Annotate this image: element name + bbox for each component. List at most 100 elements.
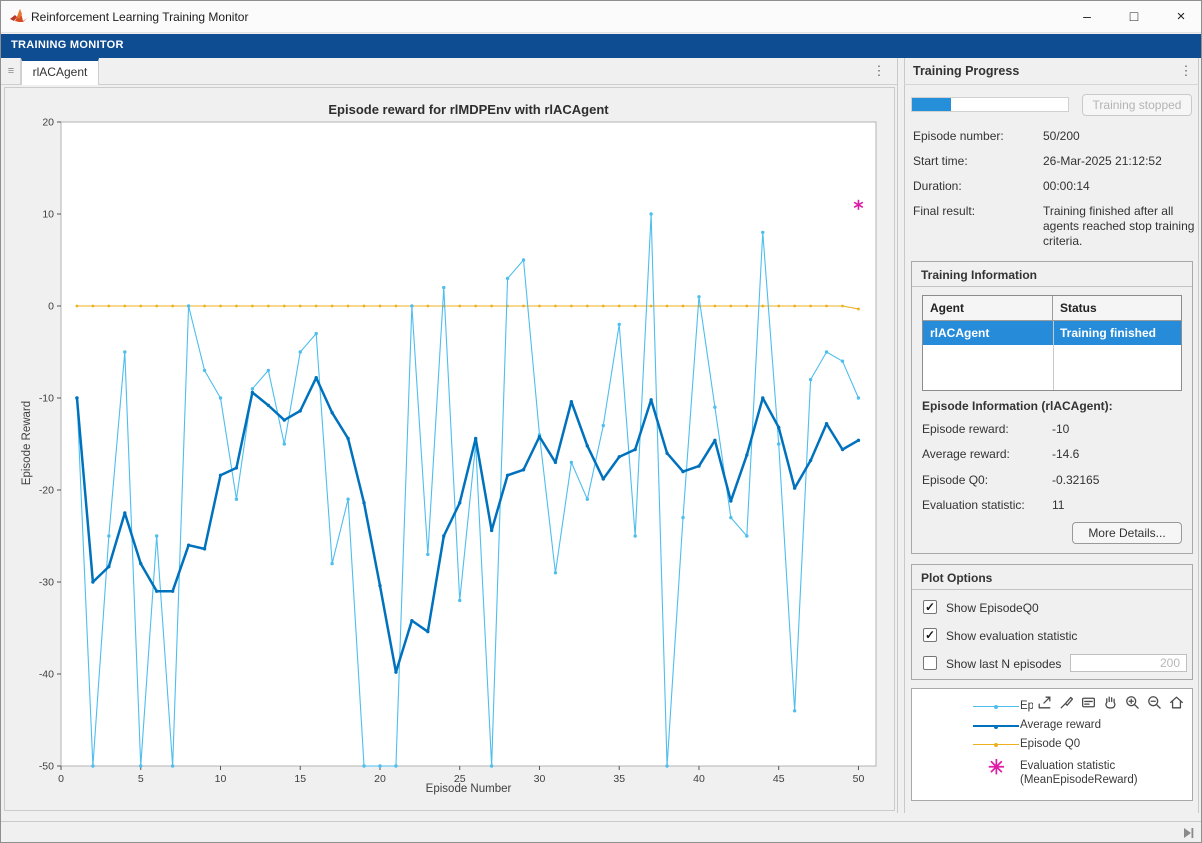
data-marker xyxy=(235,466,238,469)
data-marker xyxy=(299,350,302,353)
data-marker xyxy=(299,409,302,412)
data-marker xyxy=(490,305,493,308)
zoom-in-icon[interactable] xyxy=(1123,693,1142,712)
right-panel-header: Training Progress ⋮ xyxy=(904,58,1199,85)
data-marker xyxy=(330,411,333,414)
datatips-icon[interactable] xyxy=(1079,693,1098,712)
data-marker xyxy=(107,534,110,537)
zoom-out-icon[interactable] xyxy=(1145,693,1164,712)
close-button[interactable]: × xyxy=(1158,1,1202,32)
export-icon[interactable] xyxy=(1035,693,1054,712)
data-marker xyxy=(203,547,206,550)
y-tick-label: -20 xyxy=(39,485,54,497)
data-marker xyxy=(554,571,557,574)
data-marker xyxy=(490,764,493,767)
data-marker xyxy=(570,400,573,403)
checkbox-label: Show evaluation statistic xyxy=(946,629,1077,643)
x-axis-label: Episode Number xyxy=(61,783,876,795)
data-marker xyxy=(187,304,190,307)
data-marker xyxy=(251,391,254,394)
training-stopped-button: Training stopped xyxy=(1082,94,1192,116)
data-marker xyxy=(123,350,126,353)
data-marker xyxy=(363,305,366,308)
data-marker xyxy=(91,764,94,767)
expand-right-icon[interactable] xyxy=(1181,826,1195,840)
data-marker xyxy=(139,305,142,308)
legend-asterisk-marker: ✳ xyxy=(988,761,1005,775)
status-column-header: Status xyxy=(1053,296,1097,320)
y-tick-label: -40 xyxy=(39,669,54,681)
data-marker xyxy=(379,305,382,308)
data-marker xyxy=(777,426,780,429)
data-marker xyxy=(633,534,636,537)
checkbox-show-episodeq0[interactable]: ✓ xyxy=(923,600,937,614)
status-cell: Training finished xyxy=(1053,321,1156,345)
data-marker xyxy=(171,305,174,308)
checkbox-show-evaluation-statistic[interactable]: ✓ xyxy=(923,628,937,642)
field-value: Training finished after all agents reach… xyxy=(1043,204,1195,249)
panel-options-kebab-icon[interactable]: ⋮ xyxy=(1179,64,1193,78)
agent-table-row[interactable]: rlACAgentTraining finished xyxy=(923,321,1181,345)
training-information-title: Training Information xyxy=(921,268,1037,282)
data-marker xyxy=(681,516,684,519)
data-marker xyxy=(346,437,349,440)
restore-view-icon[interactable] xyxy=(1167,693,1186,712)
field-label: Episode number: xyxy=(913,129,1004,143)
data-marker xyxy=(586,444,589,447)
data-marker xyxy=(745,305,748,308)
chart-legend: Episode rewardAverage rewardEpisode Q0✳E… xyxy=(911,688,1193,801)
data-marker xyxy=(442,286,445,289)
more-details-button[interactable]: More Details... xyxy=(1072,522,1182,544)
data-marker xyxy=(809,305,812,308)
legend-marker-dot xyxy=(994,743,998,747)
progress-fill xyxy=(912,98,951,111)
data-marker xyxy=(522,258,525,261)
data-marker xyxy=(729,305,732,308)
pan-icon[interactable] xyxy=(1101,693,1120,712)
agent-status-table[interactable]: Agent Status rlACAgentTraining finished xyxy=(922,295,1182,391)
data-marker xyxy=(347,305,350,308)
agent-cell: rlACAgent xyxy=(923,321,1053,345)
plot-area[interactable] xyxy=(61,122,876,766)
data-marker xyxy=(171,764,174,767)
field-label: Start time: xyxy=(913,154,968,168)
data-marker xyxy=(809,459,812,462)
data-marker xyxy=(761,396,764,399)
ribbon-tab-training-monitor[interactable]: TRAINING MONITOR xyxy=(11,39,124,51)
agent-column-header: Agent xyxy=(923,296,1053,320)
training-information-group: Training Information Agent Status rlACAg… xyxy=(911,261,1193,554)
data-marker xyxy=(602,477,605,480)
y-tick-label: -30 xyxy=(39,577,54,589)
panel-divider xyxy=(897,58,898,813)
data-marker xyxy=(315,305,318,308)
maximize-button[interactable]: □ xyxy=(1111,1,1157,32)
data-marker xyxy=(187,544,190,547)
data-marker xyxy=(362,501,365,504)
data-marker xyxy=(155,590,158,593)
data-marker xyxy=(857,396,860,399)
data-marker xyxy=(283,305,286,308)
data-marker xyxy=(522,305,525,308)
field-label: Average reward: xyxy=(922,447,1010,461)
checkbox-label: Show EpisodeQ0 xyxy=(946,601,1039,615)
training-plot[interactable]: 05101520253035404550-50-40-30-20-1001020 xyxy=(1,58,898,813)
data-marker xyxy=(570,461,573,464)
data-marker xyxy=(75,396,78,399)
data-marker xyxy=(139,764,142,767)
data-marker xyxy=(649,398,652,401)
y-tick-label: -10 xyxy=(39,393,54,405)
data-marker xyxy=(235,498,238,501)
data-marker xyxy=(490,529,493,532)
data-marker xyxy=(267,404,270,407)
data-marker xyxy=(378,764,381,767)
data-marker xyxy=(729,499,732,502)
minimize-button[interactable]: – xyxy=(1064,1,1110,32)
data-marker xyxy=(841,360,844,363)
checkbox-show-last-n-episodes[interactable] xyxy=(923,656,937,670)
field-value: 50/200 xyxy=(1043,129,1195,144)
data-marker xyxy=(107,565,110,568)
y-axis-label: Episode Reward xyxy=(21,388,33,498)
brush-icon[interactable] xyxy=(1057,693,1076,712)
data-marker xyxy=(267,305,270,308)
last-n-episodes-input[interactable]: 200 xyxy=(1070,654,1187,672)
